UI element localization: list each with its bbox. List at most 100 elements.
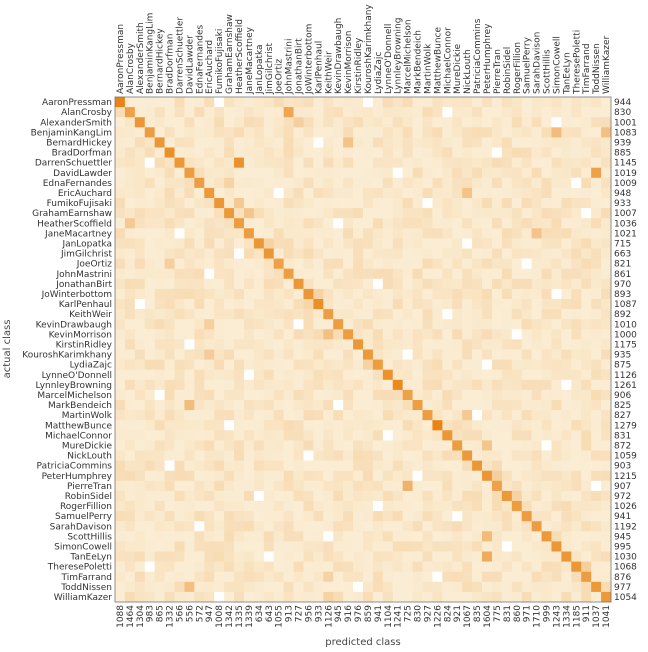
heatmap-cell [115, 177, 126, 189]
heatmap-cell [442, 410, 453, 421]
heatmap-cell [283, 187, 294, 199]
heatmap-cell [511, 228, 523, 239]
heatmap-cell [412, 218, 423, 229]
heatmap-cell [412, 349, 423, 360]
heatmap-cell [144, 339, 155, 350]
heatmap-cell [521, 167, 532, 179]
heatmap-cell [253, 299, 265, 310]
heatmap-cell [253, 541, 265, 552]
heatmap-cell [343, 198, 354, 209]
row-total-label: 906 [614, 391, 631, 401]
heatmap-cell [184, 571, 195, 583]
heatmap-cell [243, 369, 255, 381]
heatmap-cell [372, 137, 384, 148]
heatmap-cell [432, 480, 443, 492]
heatmap-cell [482, 369, 493, 381]
heatmap-cell [343, 208, 354, 219]
heatmap-cell [134, 369, 146, 381]
heatmap-cell [333, 581, 344, 593]
heatmap-cell [224, 339, 235, 350]
heatmap-cell [491, 591, 503, 603]
heatmap-cell [253, 551, 265, 562]
heatmap-cell [581, 561, 592, 572]
heatmap-cell [273, 490, 284, 502]
heatmap-cell [462, 288, 473, 300]
heatmap-cell [501, 157, 513, 168]
heatmap-cell [472, 359, 483, 370]
heatmap-cell [214, 97, 225, 108]
heatmap-cell [581, 470, 592, 482]
heatmap-cell [243, 400, 255, 411]
heatmap-cell [214, 157, 225, 168]
heatmap-cell [412, 127, 423, 138]
heatmap-cell [363, 410, 374, 421]
heatmap-cell [194, 531, 205, 542]
heatmap-cell [273, 278, 284, 290]
heatmap-cell [134, 551, 146, 562]
heatmap-cell [253, 127, 265, 138]
heatmap-cell [194, 410, 205, 421]
heatmap-cell [323, 501, 334, 512]
heatmap-cell [263, 218, 275, 229]
heatmap-cell [422, 107, 433, 118]
heatmap-cell [412, 561, 423, 572]
heatmap-cell [601, 581, 612, 593]
heatmap-cell [283, 470, 294, 482]
heatmap-cell [472, 329, 483, 340]
heatmap-cell [134, 420, 146, 431]
heatmap-cell [372, 541, 384, 552]
heatmap-cell [134, 571, 146, 583]
heatmap-cell [184, 531, 195, 542]
heatmap-cell [531, 581, 542, 593]
heatmap-cell [234, 339, 245, 350]
heatmap-cell [293, 349, 304, 360]
heatmap-cell [501, 177, 513, 189]
heatmap-cell [372, 369, 384, 381]
heatmap-cell [591, 591, 602, 603]
heatmap-cell [432, 309, 443, 320]
row-label: ScottHillis [67, 532, 112, 542]
heatmap-cell [154, 521, 165, 532]
heatmap-cell [581, 97, 592, 108]
heatmap-cell [273, 470, 284, 482]
heatmap-cell [432, 107, 443, 118]
heatmap-cell [174, 319, 185, 330]
heatmap-cell [531, 501, 542, 512]
heatmap-cell [293, 299, 304, 310]
column-total-label: 1055 [275, 605, 285, 628]
heatmap-cell [541, 531, 552, 542]
heatmap-cell [154, 258, 165, 269]
heatmap-cell [392, 511, 403, 522]
heatmap-cell [214, 460, 225, 471]
heatmap-cell [551, 258, 562, 269]
heatmap-cell [521, 208, 532, 219]
heatmap-cell [591, 480, 602, 492]
heatmap-cell [402, 147, 413, 158]
row-label: AlanCrosby [61, 108, 113, 118]
heatmap-cell [273, 299, 284, 310]
heatmap-cell [422, 198, 433, 209]
heatmap-cell [581, 198, 592, 209]
heatmap-cell [343, 490, 354, 502]
heatmap-cell [561, 460, 572, 471]
heatmap-cell [164, 157, 175, 168]
heatmap-cell [591, 400, 602, 411]
heatmap-cell [263, 299, 275, 310]
heatmap-cell [521, 228, 532, 239]
heatmap-cell [412, 501, 423, 512]
column-label: NickLouth [463, 49, 473, 94]
heatmap-cell [204, 137, 215, 148]
row-label: JimGilchrist [60, 250, 112, 260]
heatmap-cell [214, 571, 225, 583]
heatmap-cell [491, 167, 503, 179]
heatmap-cell [184, 177, 195, 189]
heatmap-cell [472, 299, 483, 310]
column-label: PatriciaCommins [473, 18, 483, 94]
heatmap-cell [174, 460, 185, 471]
heatmap-cell [263, 177, 275, 189]
heatmap-cell [412, 420, 423, 431]
heatmap-cell [323, 389, 334, 401]
heatmap-cell [571, 541, 582, 552]
heatmap-cell [462, 238, 473, 249]
